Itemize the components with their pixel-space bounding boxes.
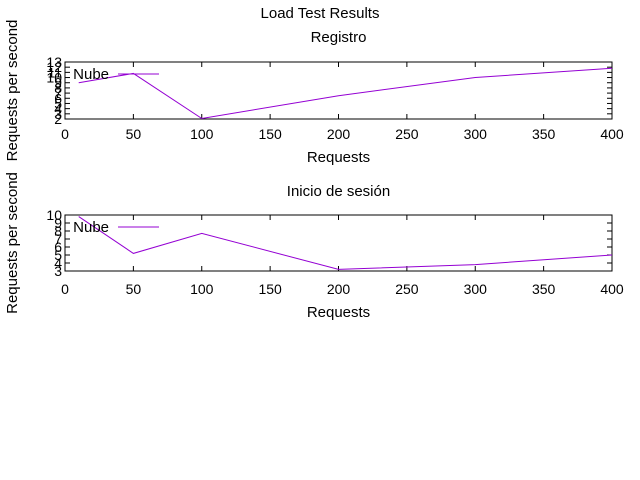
y-tick-label: 8 bbox=[54, 223, 62, 239]
y-tick-label: 5 bbox=[54, 247, 62, 263]
y-tick-label: 11 bbox=[47, 64, 62, 80]
figure-title: Load Test Results bbox=[261, 5, 380, 22]
x-tick-label: 100 bbox=[190, 281, 214, 297]
x-tick-label: 350 bbox=[532, 126, 556, 142]
x-tick-label: 100 bbox=[190, 126, 214, 142]
x-axis-label: Requests bbox=[307, 149, 370, 166]
x-tick-label: 200 bbox=[327, 281, 351, 297]
y-tick-label: 6 bbox=[54, 90, 62, 106]
x-tick-label: 250 bbox=[395, 281, 419, 297]
y-tick-label: 10 bbox=[46, 70, 62, 86]
y-tick-label: 9 bbox=[54, 215, 62, 231]
x-axis-label: Requests bbox=[307, 304, 370, 321]
x-tick-label: 150 bbox=[258, 126, 282, 142]
y-tick-label: 3 bbox=[54, 106, 62, 122]
y-tick-label: 7 bbox=[54, 85, 62, 101]
x-tick-label: 400 bbox=[600, 281, 624, 297]
x-tick-label: 400 bbox=[600, 126, 624, 142]
y-tick-label: 2 bbox=[54, 111, 62, 127]
y-tick-label: 4 bbox=[54, 255, 62, 271]
chart-panel-1: Registro 0 50 100 150 200 250 300 350 400 23456789… bbox=[4, 20, 624, 166]
series-line-nube bbox=[78, 67, 613, 120]
y-tick-label: 3 bbox=[54, 263, 62, 279]
y-tick-label: 7 bbox=[54, 231, 62, 247]
y-tick-label: 9 bbox=[54, 75, 62, 91]
legend-label: Nube bbox=[73, 66, 109, 83]
chart-panel-2: Inicio de sesión 0 50 100 150 200 250 300 350 400… bbox=[4, 172, 624, 321]
y-tick-label: 12 bbox=[46, 59, 62, 75]
chart-title: Inicio de sesión bbox=[287, 183, 390, 200]
y-tick-label: 4 bbox=[54, 101, 62, 117]
x-tick-label: 0 bbox=[61, 126, 69, 142]
y-tick-label: 10 bbox=[46, 207, 62, 223]
x-tick-label: 150 bbox=[258, 281, 282, 297]
x-tick-label: 200 bbox=[327, 126, 351, 142]
x-tick-label: 350 bbox=[532, 281, 556, 297]
y-tick-label: 8 bbox=[54, 80, 62, 96]
x-tick-label: 300 bbox=[464, 126, 488, 142]
series-line-nube bbox=[78, 216, 613, 270]
y-axis-label: Requests per second bbox=[4, 172, 21, 314]
legend-label: Nube bbox=[73, 219, 109, 236]
chart-title: Registro bbox=[311, 29, 367, 46]
y-tick-label: 13 bbox=[46, 54, 62, 70]
x-tick-label: 50 bbox=[126, 281, 142, 297]
y-tick-label: 5 bbox=[54, 95, 62, 111]
x-tick-label: 250 bbox=[395, 126, 419, 142]
x-tick-label: 0 bbox=[61, 281, 69, 297]
x-tick-label: 50 bbox=[126, 126, 142, 142]
y-axis-label: Requests per second bbox=[4, 20, 21, 162]
x-tick-label: 300 bbox=[464, 281, 488, 297]
y-tick-label: 6 bbox=[54, 239, 62, 255]
